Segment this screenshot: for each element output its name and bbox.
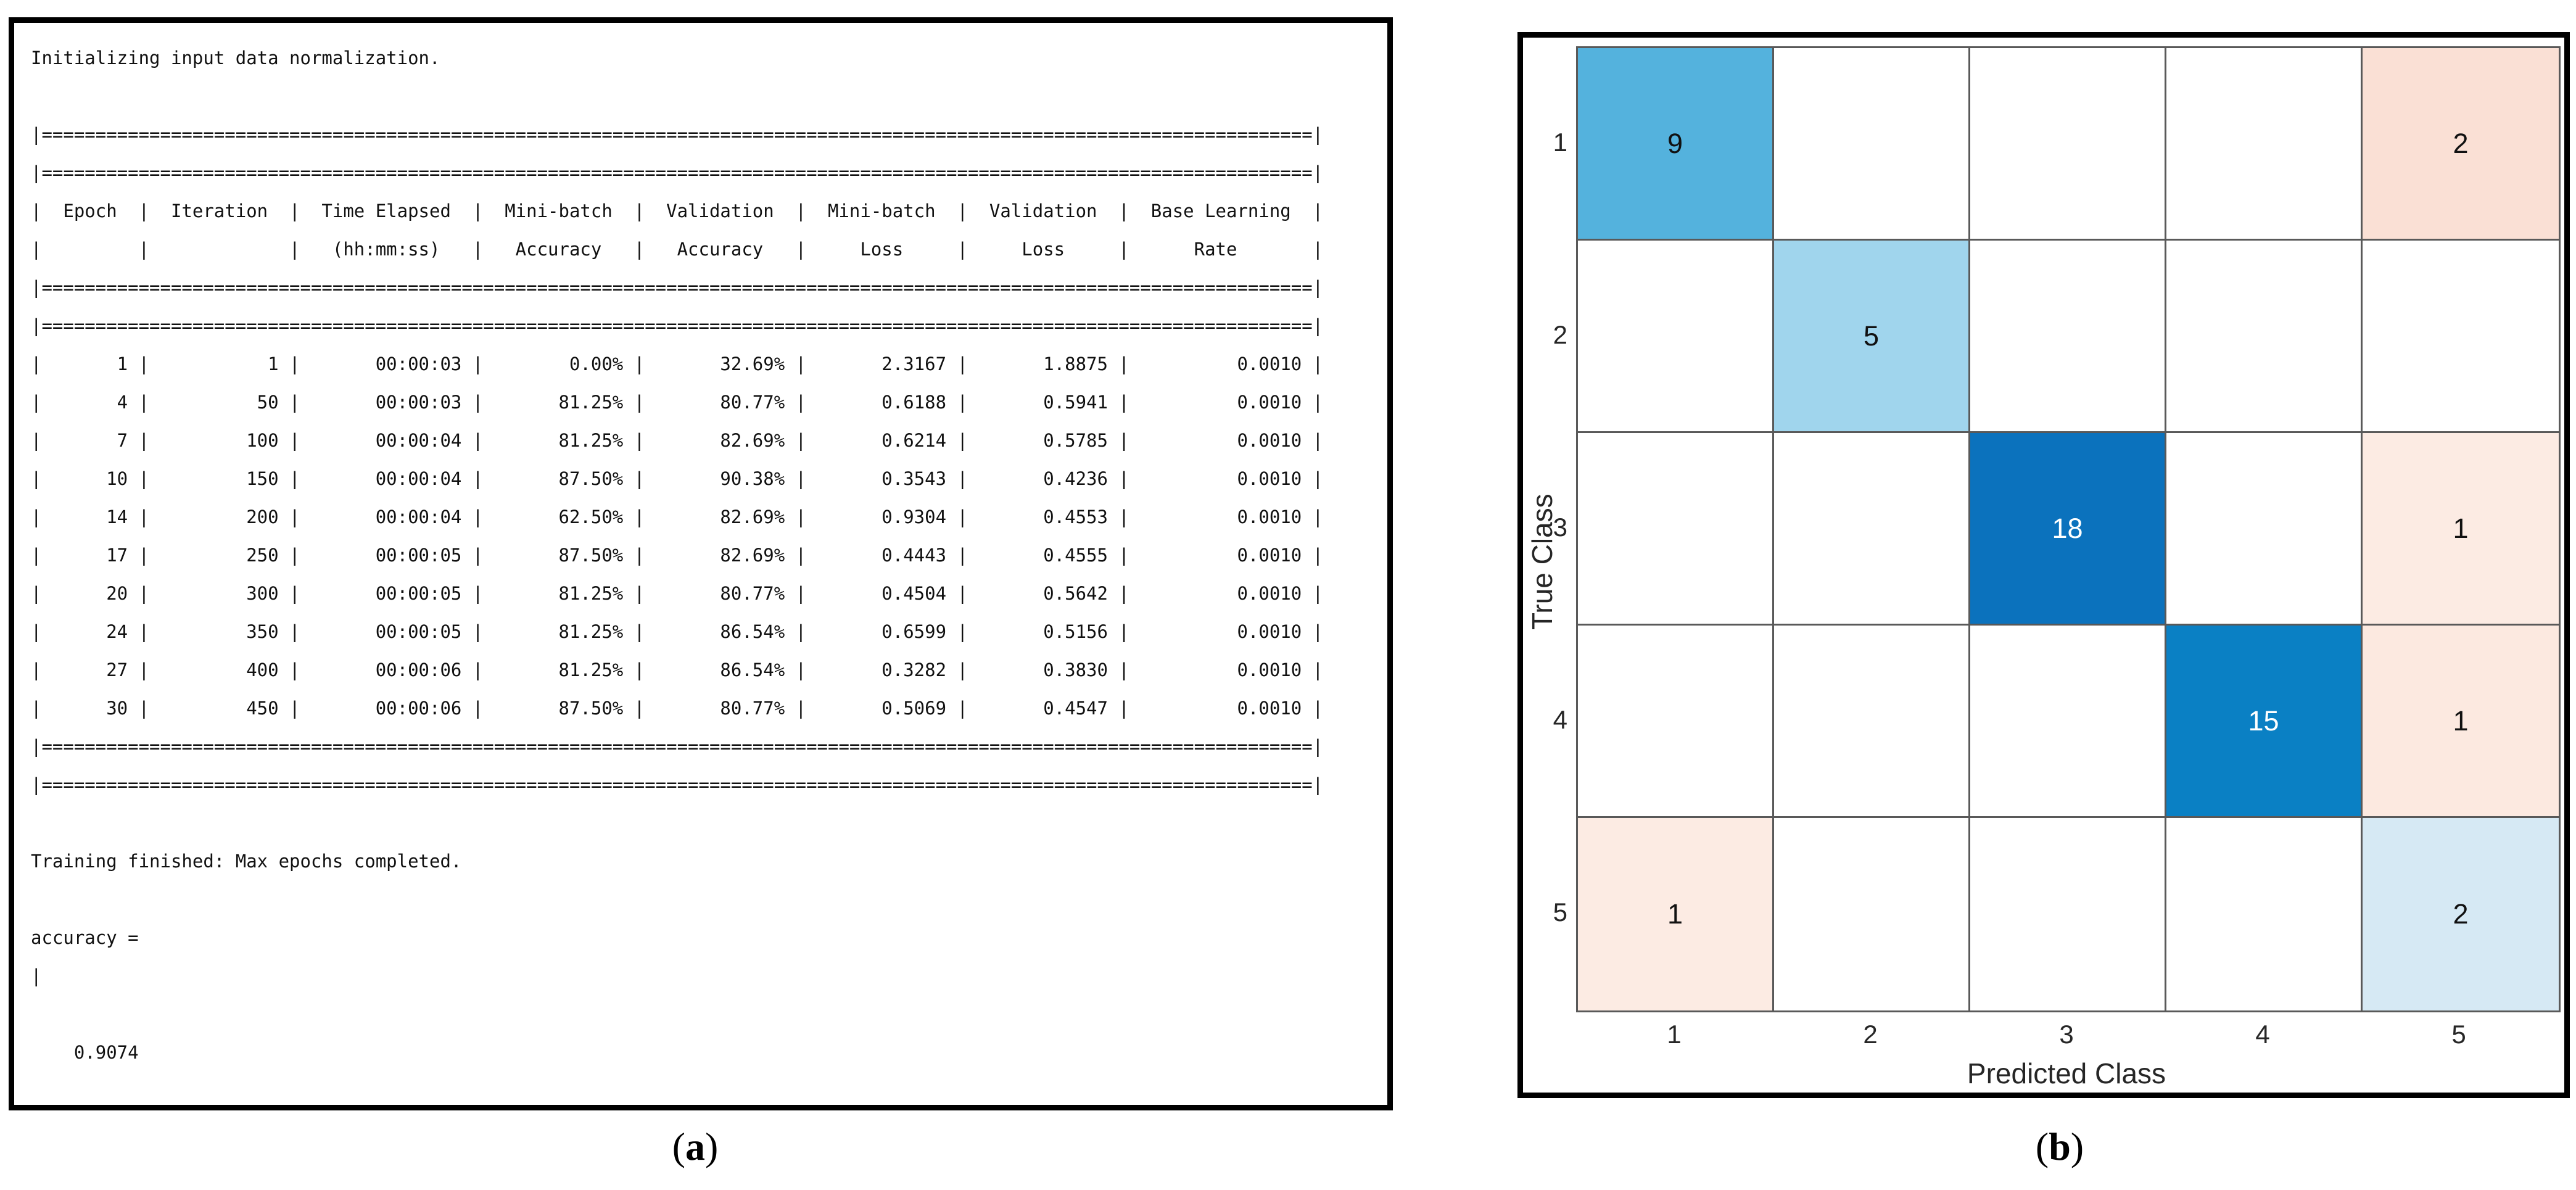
console-line: | 10 | 150 | 00:00:04 | 87.50% | 90.38% … [31,468,1324,489]
matrix-cell-r4c1 [1578,626,1774,818]
console-line: |=======================================… [31,162,1324,183]
caption-a-letter: a [685,1125,705,1168]
caption-b-paren-open: ( [2035,1125,2049,1168]
y-tick-label: 4 [1553,705,1567,734]
caption-b-paren-close: ) [2070,1125,2084,1168]
console-line: | 20 | 300 | 00:00:05 | 81.25% | 80.77% … [31,583,1324,604]
matrix-cell-r3c4 [2166,433,2363,626]
matrix-cell-r5c2 [1774,818,1970,1010]
console-line: |=======================================… [31,277,1324,298]
x-tick-label: 3 [2059,1020,2074,1049]
matrix-cell-r3c1 [1578,433,1774,626]
matrix-cell-r4c4: 15 [2166,626,2363,818]
panel-a-console: Initializing input data normalization. |=… [9,17,1393,1110]
console-line [31,880,1387,919]
matrix-cell-r4c3 [1970,626,2166,818]
console-line [31,804,1387,842]
matrix-cell-r3c3: 18 [1970,433,2166,626]
matrix-cell-r1c5: 2 [2363,48,2559,241]
matrix-cell-r2c3 [1970,241,2166,433]
matrix-cell-r1c1: 9 [1578,48,1774,241]
console-line [31,77,1387,115]
matrix-cell-r5c5: 2 [2363,818,2559,1010]
console-line: | | | (hh:mm:ss) | Accuracy | Accuracy |… [31,239,1324,260]
matrix-cell-r5c4 [2166,818,2363,1010]
console-line: Training finished: Max epochs completed. [31,851,462,872]
matrix-cell-r4c2 [1774,626,1970,818]
console-line: | 4 | 50 | 00:00:03 | 81.25% | 80.77% | … [31,392,1324,413]
console-line: |=======================================… [31,774,1324,795]
matrix-cell-r3c5: 1 [2363,433,2559,626]
console-line: | 30 | 450 | 00:00:06 | 87.50% | 80.77% … [31,698,1324,719]
console-line: accuracy = [31,927,139,948]
console-line: | 7 | 100 | 00:00:04 | 81.25% | 82.69% |… [31,430,1324,451]
console-line: | 24 | 350 | 00:00:05 | 81.25% | 86.54% … [31,621,1324,642]
matrix-cell-r2c4 [2166,241,2363,433]
caption-b: (b) [2036,1124,2084,1170]
x-tick-label: 4 [2255,1020,2270,1049]
console-line: | [31,965,42,986]
matrix-cell-r1c4 [2166,48,2363,241]
console-line: |=======================================… [31,124,1324,145]
x-axis-label: Predicted Class [1967,1057,2166,1089]
caption-b-letter: b [2049,1125,2071,1168]
console-line: |=======================================… [31,315,1324,336]
console-line: |=======================================… [31,736,1324,757]
y-tick-label: 3 [1553,513,1567,542]
console-line: | 27 | 400 | 00:00:06 | 81.25% | 86.54% … [31,659,1324,680]
x-tick-label: 2 [1863,1020,1878,1049]
matrix-cell-r5c1: 1 [1578,818,1774,1010]
x-tick-label: 1 [1667,1020,1682,1049]
console-line: | 14 | 200 | 00:00:04 | 62.50% | 82.69% … [31,506,1324,527]
y-axis-ticks: 1 2 3 4 5 [1542,46,1567,1009]
matrix-cell-r1c2 [1774,48,1970,241]
matrix-cell-r4c5: 1 [2363,626,2559,818]
y-tick-label: 2 [1553,320,1567,349]
matrix-cell-r5c3 [1970,818,2166,1010]
matrix-cell-r2c2: 5 [1774,241,1970,433]
console-line: | Epoch | Iteration | Time Elapsed | Min… [31,200,1324,221]
y-tick-label: 5 [1553,898,1567,927]
matrix-cell-r2c5 [2363,241,2559,433]
matrix-cell-r1c3 [1970,48,2166,241]
console-line: 0.9074 [31,1042,139,1063]
console-line: | 1 | 1 | 00:00:03 | 0.00% | 32.69% | 2.… [31,353,1324,374]
console-line: Initializing input data normalization. [31,48,440,68]
x-tick-label: 5 [2451,1020,2466,1049]
console-line: | 17 | 250 | 00:00:05 | 87.50% | 82.69% … [31,545,1324,566]
caption-a-paren-open: ( [672,1125,685,1168]
y-tick-label: 1 [1553,128,1567,157]
matrix-grid: 9 2 5 18 1 15 1 1 2 [1576,46,2561,1012]
console-output: Initializing input data normalization. |=… [14,23,1387,1072]
x-axis-ticks: 1 2 3 4 5 [1576,1020,2557,1049]
caption-a: (a) [672,1124,719,1170]
console-line [31,995,1387,1033]
matrix-cell-r2c1 [1578,241,1774,433]
caption-a-paren-close: ) [705,1125,719,1168]
matrix-cell-r3c2 [1774,433,1970,626]
